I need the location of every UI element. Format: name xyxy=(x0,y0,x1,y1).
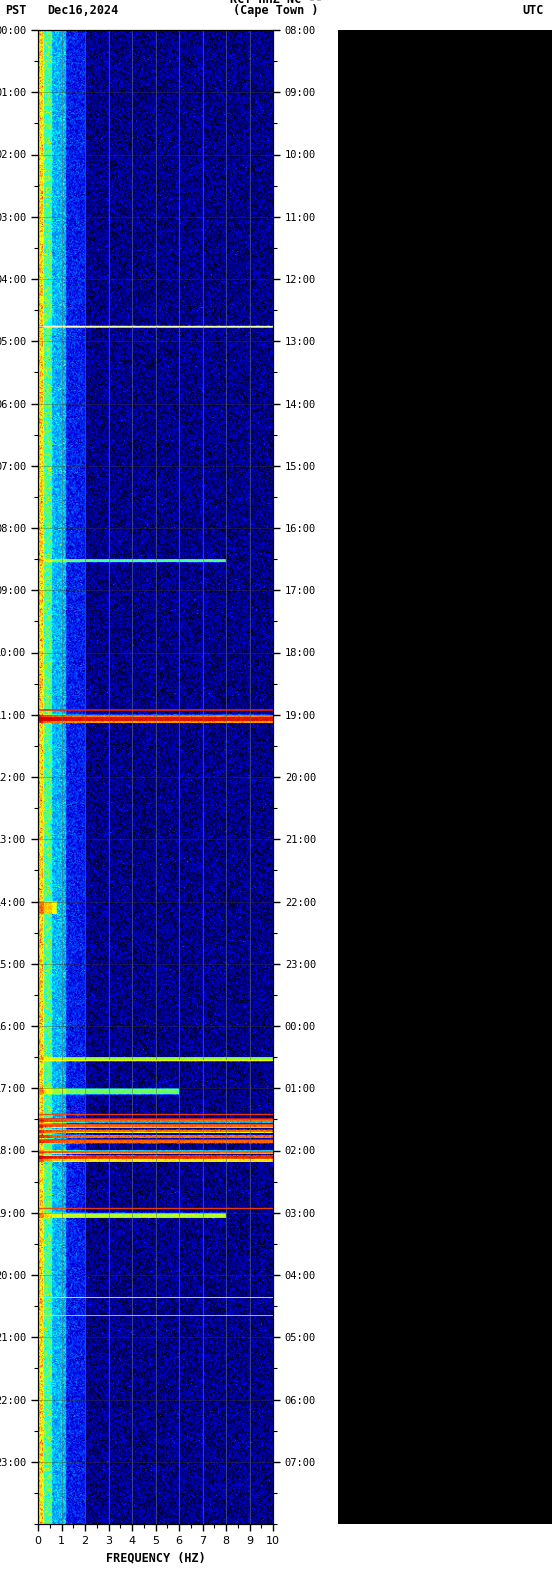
Text: Dec16,2024: Dec16,2024 xyxy=(47,3,118,16)
Text: KCT HHZ NC --: KCT HHZ NC -- xyxy=(230,0,322,6)
Text: (Cape Town ): (Cape Town ) xyxy=(233,3,319,16)
Text: PST: PST xyxy=(6,3,27,16)
Text: UTC: UTC xyxy=(522,3,544,16)
X-axis label: FREQUENCY (HZ): FREQUENCY (HZ) xyxy=(105,1551,205,1565)
